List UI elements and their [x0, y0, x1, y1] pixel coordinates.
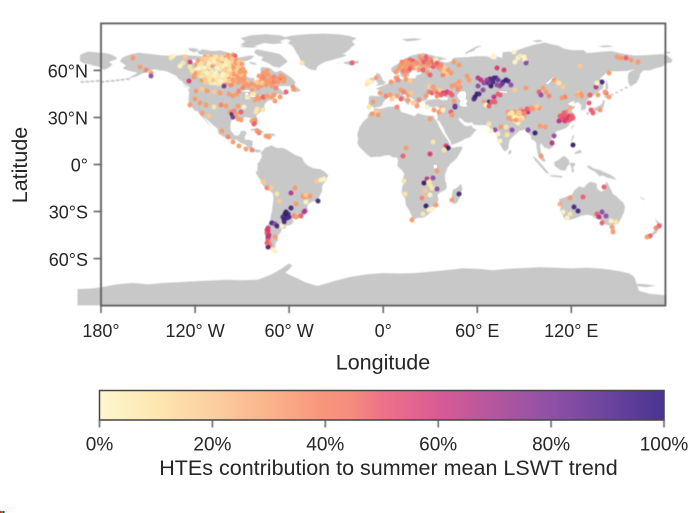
- svg-text:Longitude: Longitude: [336, 351, 430, 375]
- svg-text:60°S: 60°S: [49, 250, 88, 270]
- svg-text:60° E: 60° E: [455, 321, 499, 341]
- svg-text:30°S: 30°S: [49, 203, 88, 223]
- svg-text:120° E: 120° E: [544, 321, 598, 341]
- svg-text:60° W: 60° W: [264, 321, 313, 341]
- svg-text:20%: 20%: [193, 435, 231, 456]
- svg-text:120° W: 120° W: [165, 321, 224, 341]
- svg-text:60°N: 60°N: [48, 62, 88, 82]
- svg-text:0°: 0°: [375, 321, 392, 341]
- svg-text:0%: 0%: [86, 435, 114, 456]
- svg-text:80%: 80%: [532, 435, 570, 456]
- svg-text:100%: 100%: [640, 435, 688, 456]
- svg-text:40%: 40%: [306, 435, 344, 456]
- svg-text:0°: 0°: [71, 156, 88, 176]
- svg-text:30°N: 30°N: [48, 109, 88, 129]
- svg-text:Latitude: Latitude: [8, 127, 32, 204]
- svg-text:60%: 60%: [419, 435, 457, 456]
- svg-text:HTEs contribution to summer me: HTEs contribution to summer mean LSWT tr…: [159, 456, 617, 480]
- svg-text:180°: 180°: [82, 321, 119, 341]
